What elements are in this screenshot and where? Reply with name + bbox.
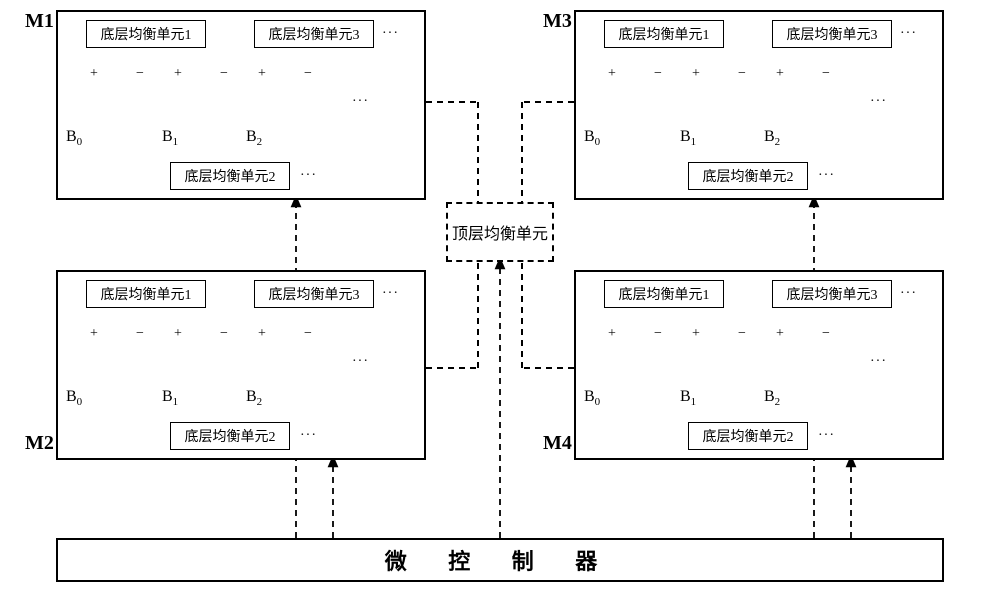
eq-unit-1: 底层均衡单元1 (86, 280, 206, 308)
ellipsis: ··· (300, 168, 317, 184)
minus-sign: − (136, 326, 144, 342)
plus-sign: + (692, 66, 700, 82)
battery-label-B1: B1 (162, 388, 178, 408)
eq-unit-2: 底层均衡单元3 (254, 20, 374, 48)
plus-sign: + (692, 326, 700, 342)
battery-label-B1: B1 (680, 388, 696, 408)
plus-sign: + (608, 326, 616, 342)
minus-sign: − (304, 66, 312, 82)
module-label-M3: M3 (543, 10, 572, 33)
module-label-M2: M2 (25, 432, 54, 455)
battery-label-B0: B0 (584, 388, 600, 408)
minus-sign: − (304, 326, 312, 342)
eq-unit-3: 底层均衡单元2 (688, 422, 808, 450)
minus-sign: − (822, 66, 830, 82)
eq-unit-1: 底层均衡单元1 (604, 20, 724, 48)
ellipsis: ··· (352, 94, 369, 110)
plus-sign: + (174, 66, 182, 82)
minus-sign: − (654, 326, 662, 342)
ellipsis: ··· (300, 428, 317, 444)
plus-sign: + (90, 66, 98, 82)
eq-unit-3: 底层均衡单元2 (170, 162, 290, 190)
eq-unit-2: 底层均衡单元3 (772, 20, 892, 48)
ellipsis: ··· (382, 286, 399, 302)
ellipsis: ··· (382, 26, 399, 42)
eq-unit-3: 底层均衡单元2 (688, 162, 808, 190)
diagram-canvas: 顶层均衡单元 微 控 制 器 M1 底层均衡单元1 底层均衡单元3 底层均衡单元2 ··… (0, 0, 1000, 594)
ellipsis: ··· (870, 94, 887, 110)
plus-sign: + (90, 326, 98, 342)
plus-sign: + (174, 326, 182, 342)
battery-label-B2: B2 (764, 128, 780, 148)
microcontroller: 微 控 制 器 (56, 538, 944, 582)
minus-sign: − (738, 326, 746, 342)
battery-label-B1: B1 (162, 128, 178, 148)
plus-sign: + (776, 66, 784, 82)
eq-unit-2: 底层均衡单元3 (254, 280, 374, 308)
minus-sign: − (136, 66, 144, 82)
eq-unit-1: 底层均衡单元1 (86, 20, 206, 48)
battery-label-B0: B0 (66, 388, 82, 408)
eq-unit-3: 底层均衡单元2 (170, 422, 290, 450)
plus-sign: + (608, 66, 616, 82)
ellipsis: ··· (870, 354, 887, 370)
eq-unit-2: 底层均衡单元3 (772, 280, 892, 308)
battery-label-B2: B2 (764, 388, 780, 408)
top-equalization-unit: 顶层均衡单元 (446, 202, 554, 262)
plus-sign: + (258, 326, 266, 342)
minus-sign: − (738, 66, 746, 82)
minus-sign: − (654, 66, 662, 82)
ellipsis: ··· (818, 168, 835, 184)
ellipsis: ··· (352, 354, 369, 370)
ellipsis: ··· (900, 286, 917, 302)
ellipsis: ··· (818, 428, 835, 444)
battery-label-B2: B2 (246, 388, 262, 408)
battery-label-B2: B2 (246, 128, 262, 148)
battery-label-B0: B0 (66, 128, 82, 148)
module-label-M1: M1 (25, 10, 54, 33)
ellipsis: ··· (900, 26, 917, 42)
plus-sign: + (258, 66, 266, 82)
minus-sign: − (822, 326, 830, 342)
minus-sign: − (220, 326, 228, 342)
plus-sign: + (776, 326, 784, 342)
eq-unit-1: 底层均衡单元1 (604, 280, 724, 308)
module-label-M4: M4 (543, 432, 572, 455)
battery-label-B1: B1 (680, 128, 696, 148)
minus-sign: − (220, 66, 228, 82)
battery-label-B0: B0 (584, 128, 600, 148)
